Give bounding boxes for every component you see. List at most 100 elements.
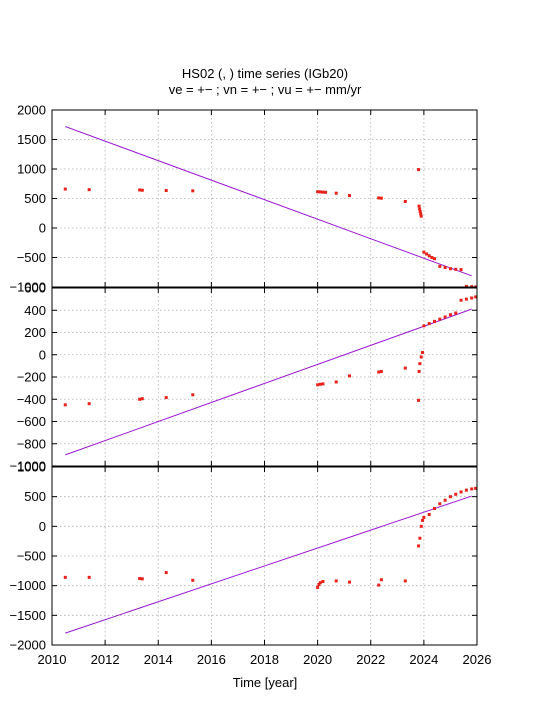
x-tick-label: 2024 [409,652,438,667]
data-point-east [63,187,67,191]
data-point-north [421,351,425,355]
data-point-east [419,212,423,216]
y-tick-label: −1500 [9,608,46,623]
x-tick-label: 2022 [356,652,385,667]
data-point-up [454,492,458,496]
data-point-up [63,575,67,579]
data-point-north [470,296,474,300]
y-tick-label: −2000 [9,638,46,653]
data-point-north [140,397,144,401]
data-point-up [418,536,422,540]
y-tick-label: 200 [24,325,46,340]
x-tick-label: 2012 [91,652,120,667]
data-point-up [140,577,144,581]
data-point-east [422,250,426,254]
data-point-north [422,324,426,328]
data-point-north [427,322,431,326]
y-tick-label: −500 [17,549,46,564]
y-tick-label: 600 [24,281,46,296]
data-point-north [316,383,320,387]
data-point-east [140,188,144,192]
data-point-up [422,515,426,519]
panel-up: −2000 −1500 −1000 −500 0 500 1000 2010 2012 2014 2… [9,460,491,668]
data-point-east [425,252,429,256]
x-tick-label: 2020 [303,652,332,667]
data-point-up [321,580,325,584]
data-point-up [318,581,322,585]
data-point-north [443,315,447,319]
data-point-up [474,486,478,490]
y-tick-label: 500 [24,489,46,504]
data-point-east [454,267,458,271]
data-point-north [418,362,422,366]
data-point-up [443,498,447,502]
data-point-north [419,355,423,359]
y-tick-label: −500 [17,250,46,265]
trend-line-north [65,308,472,456]
data-point-north [191,393,195,397]
data-point-north [448,313,452,317]
data-point-east [433,257,436,261]
y-tick-label: 0 [39,347,46,362]
y-tick-label: −600 [17,414,46,429]
data-point-east [430,256,434,259]
data-point-up [348,580,351,584]
data-point-east [417,168,421,172]
data-point-north [464,297,468,301]
data-point-north [63,403,67,407]
y-tick-label: −800 [17,436,46,451]
x-axis-label: Time [year] [233,675,298,690]
y-tick-label: 1000 [17,460,46,475]
y-tick-label: 500 [24,191,46,206]
data-point-east [324,190,328,194]
data-point-up [191,578,195,582]
data-point-up [459,490,463,494]
data-point-up [427,512,431,516]
data-point-north [379,369,383,373]
trend-line-east [65,126,472,277]
panel-east: −1000 −500 0 500 1000 1500 2000 [9,103,478,295]
data-point-east [438,264,442,268]
data-point-east [403,199,407,203]
y-tick-label: −1000 [9,459,46,474]
data-point-up [377,583,381,587]
data-point-east [377,196,381,200]
data-point-north [348,374,351,378]
x-tick-label: 2010 [38,652,67,667]
data-point-east [348,194,351,198]
data-point-east [459,268,463,272]
chart-subtitle: ve = +− ; vn = +− ; vu = +− mm/yr [169,82,362,97]
data-point-north [417,369,421,373]
data-point-north [438,317,442,321]
data-point-up [438,502,442,506]
data-point-up [164,571,168,575]
y-tick-label: −400 [17,392,46,407]
y-tick-label: 400 [24,303,46,318]
data-point-north [87,402,91,406]
data-point-north [454,311,458,315]
data-point-up [421,518,425,522]
y-tick-label: 1000 [17,162,46,177]
plot-panels: −1000−5000500100015002000−1000−800−600−4… [9,103,491,668]
data-point-north [377,370,381,374]
data-point-north [138,397,142,401]
data-point-east [191,189,195,193]
data-point-east [316,190,320,194]
y-tick-label: 2000 [17,103,46,118]
data-point-up [464,488,468,492]
data-point-up [403,579,407,583]
data-point-east [419,214,423,218]
data-point-north [474,295,478,299]
data-point-east [164,189,168,193]
data-point-east [138,188,142,192]
data-point-east [418,207,422,211]
data-point-north [318,382,322,386]
data-point-east [443,266,447,270]
y-tick-label: 1500 [17,132,46,147]
x-tick-label: 2018 [250,652,279,667]
chart-title: HS02 (, ) time series (IGb20) [182,66,348,81]
data-point-up [317,582,321,586]
data-point-east [318,190,322,194]
y-tick-label: −200 [17,370,46,385]
data-point-up [448,495,452,499]
